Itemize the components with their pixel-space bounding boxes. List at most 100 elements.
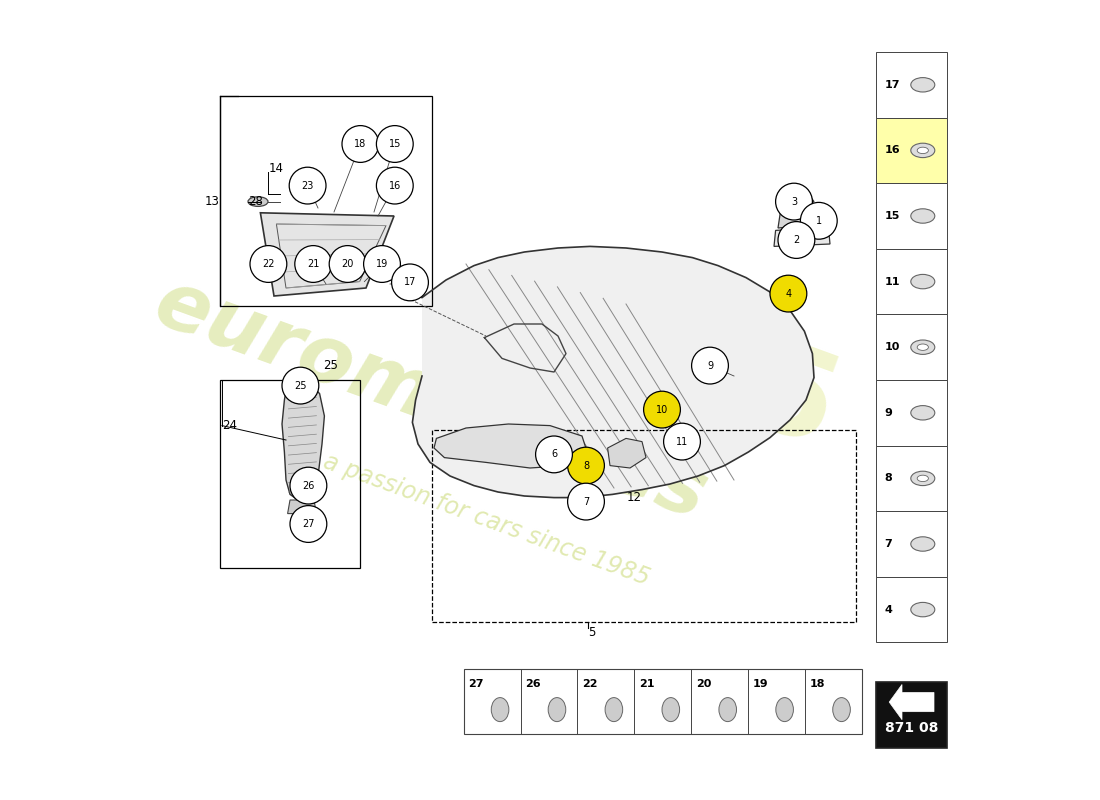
Text: 6: 6: [551, 450, 557, 459]
Ellipse shape: [911, 209, 935, 223]
Circle shape: [376, 167, 414, 204]
FancyBboxPatch shape: [877, 511, 947, 577]
Ellipse shape: [911, 602, 935, 617]
Polygon shape: [782, 190, 814, 210]
Circle shape: [801, 202, 837, 239]
Circle shape: [342, 126, 378, 162]
Polygon shape: [778, 208, 826, 228]
Ellipse shape: [911, 340, 935, 354]
Circle shape: [290, 467, 327, 504]
Text: 17: 17: [404, 278, 416, 287]
Circle shape: [392, 264, 428, 301]
Circle shape: [376, 126, 414, 162]
Text: 23: 23: [301, 181, 314, 190]
Text: 25: 25: [322, 359, 338, 372]
Text: 20: 20: [696, 679, 712, 689]
Text: 8: 8: [583, 461, 590, 470]
Text: 9: 9: [884, 408, 892, 418]
Ellipse shape: [911, 274, 935, 289]
Text: 22: 22: [582, 679, 597, 689]
Text: 11: 11: [884, 277, 900, 286]
Text: 1985: 1985: [486, 244, 855, 476]
Circle shape: [290, 506, 327, 542]
Ellipse shape: [917, 147, 928, 154]
Text: euromotores: euromotores: [143, 264, 717, 536]
Text: 15: 15: [884, 211, 900, 221]
Polygon shape: [889, 685, 934, 720]
Text: 871 08: 871 08: [884, 722, 938, 735]
Text: 24: 24: [222, 419, 236, 432]
Ellipse shape: [917, 475, 928, 482]
Text: 21: 21: [307, 259, 319, 269]
Ellipse shape: [662, 698, 680, 722]
Text: 13: 13: [205, 195, 219, 208]
Polygon shape: [434, 424, 588, 468]
Circle shape: [536, 436, 572, 473]
Circle shape: [568, 483, 604, 520]
Text: 27: 27: [469, 679, 484, 689]
Circle shape: [692, 347, 728, 384]
Text: 3: 3: [791, 197, 798, 206]
Polygon shape: [282, 382, 324, 500]
FancyBboxPatch shape: [877, 249, 947, 314]
Text: 16: 16: [884, 146, 900, 155]
Text: a passion for cars since 1985: a passion for cars since 1985: [319, 450, 652, 590]
Ellipse shape: [911, 406, 935, 420]
FancyBboxPatch shape: [877, 577, 947, 642]
Text: 9: 9: [707, 361, 713, 370]
Ellipse shape: [492, 698, 509, 722]
Circle shape: [289, 167, 326, 204]
Ellipse shape: [911, 537, 935, 551]
Text: 11: 11: [675, 437, 689, 446]
Text: 1: 1: [816, 216, 822, 226]
Circle shape: [770, 275, 806, 312]
Text: 18: 18: [354, 139, 366, 149]
FancyBboxPatch shape: [877, 380, 947, 446]
Circle shape: [295, 246, 331, 282]
Ellipse shape: [911, 471, 935, 486]
Circle shape: [776, 183, 813, 220]
FancyBboxPatch shape: [877, 52, 947, 118]
Text: 26: 26: [302, 481, 315, 490]
Text: 18: 18: [810, 679, 825, 689]
Text: 21: 21: [639, 679, 654, 689]
Circle shape: [644, 391, 681, 428]
Text: 28: 28: [249, 195, 263, 208]
FancyBboxPatch shape: [877, 446, 947, 511]
Text: 4: 4: [884, 605, 892, 614]
Ellipse shape: [248, 197, 268, 206]
Ellipse shape: [719, 698, 737, 722]
Text: 2: 2: [793, 235, 800, 245]
Polygon shape: [607, 438, 646, 468]
FancyBboxPatch shape: [877, 682, 947, 748]
Text: 10: 10: [884, 342, 900, 352]
FancyBboxPatch shape: [463, 669, 862, 734]
Text: 5: 5: [588, 626, 596, 638]
Ellipse shape: [776, 698, 793, 722]
Polygon shape: [774, 227, 830, 246]
Text: 10: 10: [656, 405, 668, 414]
Text: 7: 7: [583, 497, 590, 506]
Text: 15: 15: [388, 139, 401, 149]
Circle shape: [282, 367, 319, 404]
Ellipse shape: [917, 344, 928, 350]
Text: 26: 26: [526, 679, 541, 689]
Circle shape: [329, 246, 366, 282]
Text: 12: 12: [627, 491, 641, 504]
FancyBboxPatch shape: [877, 314, 947, 380]
Text: 25: 25: [294, 381, 307, 390]
Text: 7: 7: [884, 539, 892, 549]
Ellipse shape: [911, 143, 935, 158]
Ellipse shape: [605, 698, 623, 722]
Text: 4: 4: [785, 289, 792, 298]
Text: 17: 17: [884, 80, 900, 90]
Text: 27: 27: [302, 519, 315, 529]
Circle shape: [250, 246, 287, 282]
Ellipse shape: [911, 78, 935, 92]
Text: 20: 20: [341, 259, 354, 269]
FancyBboxPatch shape: [877, 118, 947, 183]
Text: 16: 16: [388, 181, 400, 190]
Polygon shape: [287, 500, 317, 514]
Text: 19: 19: [376, 259, 388, 269]
Ellipse shape: [833, 698, 850, 722]
